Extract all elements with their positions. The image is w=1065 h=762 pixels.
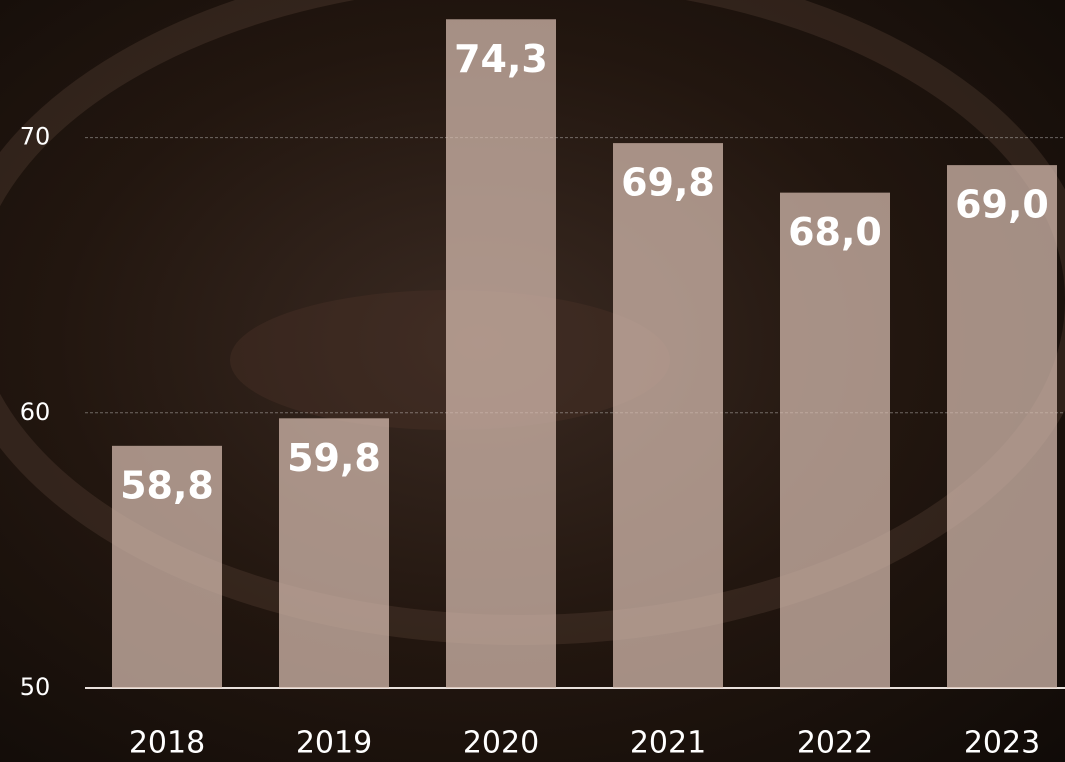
value-label: 74,3 <box>454 37 548 81</box>
x-tick-label: 2019 <box>296 726 372 761</box>
value-label: 59,8 <box>287 436 381 480</box>
y-tick-label: 50 <box>20 673 51 701</box>
bar <box>947 165 1057 688</box>
bar <box>112 445 222 688</box>
bar <box>613 143 723 688</box>
value-label: 69,8 <box>621 161 715 205</box>
x-tick-label: 2021 <box>630 726 706 761</box>
y-tick-label: 60 <box>20 398 51 426</box>
x-tick-label: 2020 <box>463 726 539 761</box>
bar <box>446 19 556 689</box>
x-tick-label: 2022 <box>797 726 873 761</box>
bar <box>780 192 890 688</box>
x-tick-label: 2023 <box>964 726 1040 761</box>
bar <box>279 418 389 688</box>
value-label: 68,0 <box>788 210 882 254</box>
value-label: 69,0 <box>955 183 1049 227</box>
x-tick-label: 2018 <box>129 726 205 761</box>
value-label: 58,8 <box>120 463 214 507</box>
y-tick-label: 70 <box>20 123 51 151</box>
